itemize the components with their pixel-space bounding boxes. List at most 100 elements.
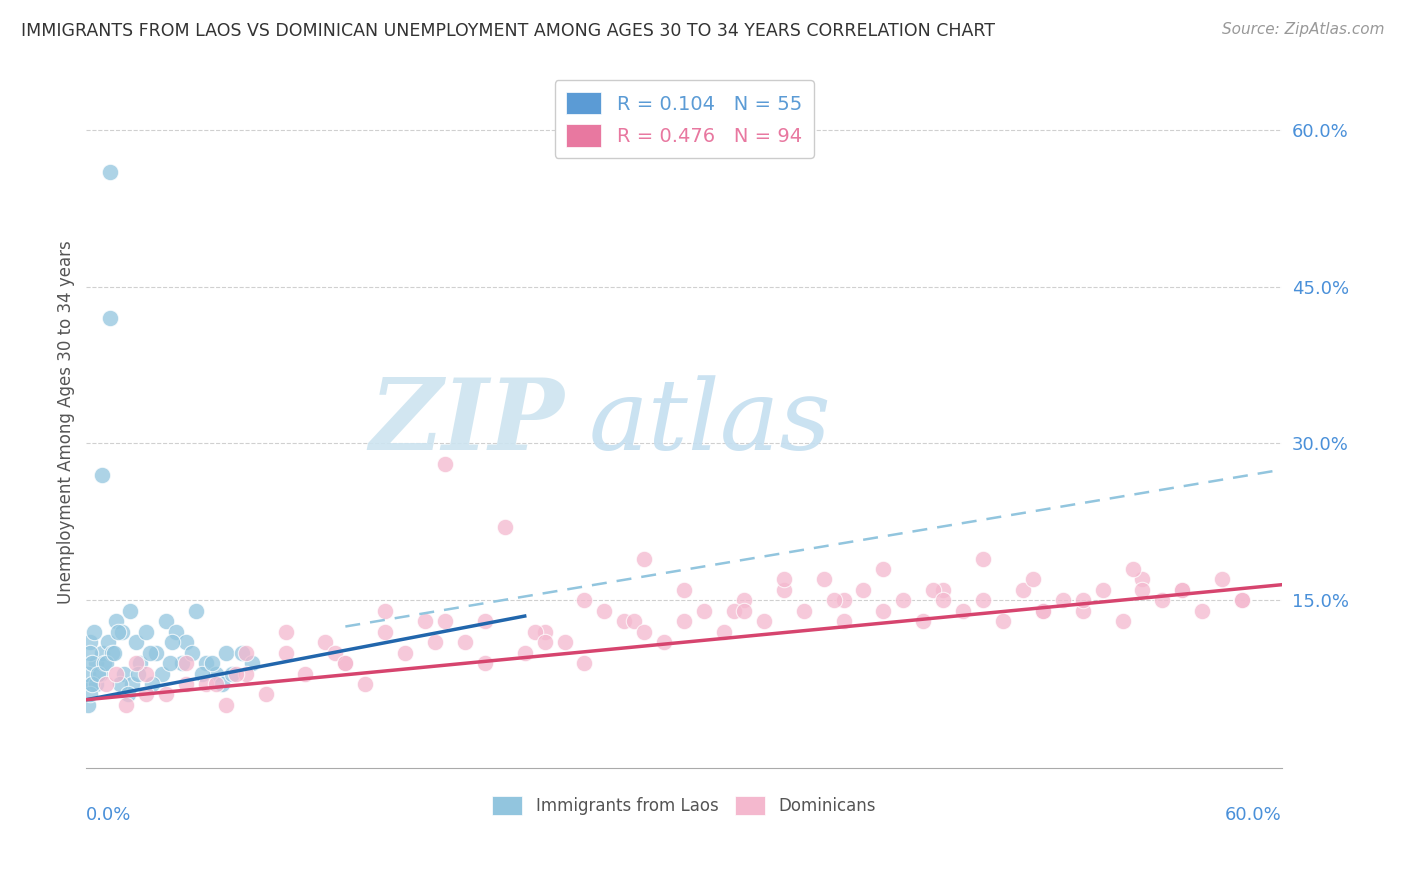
Point	[121, 677, 143, 691]
Point	[215, 698, 238, 712]
Point	[872, 562, 894, 576]
Point	[554, 635, 576, 649]
Point	[294, 666, 316, 681]
Point	[84, 677, 107, 691]
Point	[852, 582, 875, 597]
Point	[79, 635, 101, 649]
Point	[673, 615, 696, 629]
Point	[235, 666, 257, 681]
Point	[922, 582, 945, 597]
Point	[160, 635, 183, 649]
Point	[991, 615, 1014, 629]
Point	[91, 467, 114, 482]
Text: IMMIGRANTS FROM LAOS VS DOMINICAN UNEMPLOYMENT AMONG AGES 30 TO 34 YEARS CORRELA: IMMIGRANTS FROM LAOS VS DOMINICAN UNEMPL…	[21, 22, 995, 40]
Point	[205, 677, 228, 691]
Point	[82, 677, 104, 691]
Point	[111, 624, 134, 639]
Point	[135, 666, 157, 681]
Point	[93, 656, 115, 670]
Point	[813, 573, 835, 587]
Point	[832, 615, 855, 629]
Point	[127, 666, 149, 681]
Point	[215, 646, 238, 660]
Point	[613, 615, 636, 629]
Point	[752, 615, 775, 629]
Point	[117, 688, 139, 702]
Point	[231, 646, 253, 660]
Point	[150, 666, 173, 681]
Point	[79, 688, 101, 702]
Point	[1132, 573, 1154, 587]
Point	[112, 666, 135, 681]
Text: 60.0%: 60.0%	[1225, 805, 1282, 823]
Point	[394, 646, 416, 660]
Point	[673, 582, 696, 597]
Point	[693, 604, 716, 618]
Point	[633, 551, 655, 566]
Point	[125, 656, 148, 670]
Point	[474, 615, 496, 629]
Point	[633, 624, 655, 639]
Point	[165, 624, 187, 639]
Point	[832, 593, 855, 607]
Point	[1071, 593, 1094, 607]
Point	[96, 656, 118, 670]
Point	[191, 666, 214, 681]
Point	[454, 635, 477, 649]
Point	[98, 164, 121, 178]
Text: atlas: atlas	[589, 375, 831, 470]
Point	[194, 677, 217, 691]
Point	[523, 624, 546, 639]
Point	[174, 656, 197, 670]
Point	[105, 666, 128, 681]
Point	[108, 677, 131, 691]
Point	[274, 624, 297, 639]
Point	[135, 688, 157, 702]
Point	[354, 677, 377, 691]
Point	[1032, 604, 1054, 618]
Point	[101, 646, 124, 660]
Point	[952, 604, 974, 618]
Point	[574, 593, 596, 607]
Point	[211, 677, 233, 691]
Point	[103, 646, 125, 660]
Point	[194, 656, 217, 670]
Point	[1152, 593, 1174, 607]
Point	[872, 604, 894, 618]
Point	[225, 666, 247, 681]
Point	[174, 677, 197, 691]
Point	[623, 615, 645, 629]
Point	[1132, 582, 1154, 597]
Point	[254, 688, 277, 702]
Point	[513, 646, 536, 660]
Point	[98, 310, 121, 325]
Point	[972, 593, 994, 607]
Point	[1230, 593, 1253, 607]
Point	[374, 624, 396, 639]
Point	[533, 635, 555, 649]
Point	[1211, 573, 1233, 587]
Point	[423, 635, 446, 649]
Point	[314, 635, 336, 649]
Point	[129, 656, 152, 670]
Point	[91, 646, 114, 660]
Text: Source: ZipAtlas.com: Source: ZipAtlas.com	[1222, 22, 1385, 37]
Point	[433, 615, 456, 629]
Point	[772, 582, 794, 597]
Point	[115, 698, 138, 712]
Point	[1171, 582, 1194, 597]
Point	[145, 646, 167, 660]
Point	[97, 635, 120, 649]
Point	[82, 677, 104, 691]
Point	[201, 656, 224, 670]
Point	[141, 677, 163, 691]
Point	[184, 604, 207, 618]
Point	[433, 458, 456, 472]
Point	[1012, 582, 1035, 597]
Point	[1071, 604, 1094, 618]
Point	[79, 646, 101, 660]
Point	[1230, 593, 1253, 607]
Point	[772, 573, 794, 587]
Point	[1121, 562, 1143, 576]
Point	[335, 656, 357, 670]
